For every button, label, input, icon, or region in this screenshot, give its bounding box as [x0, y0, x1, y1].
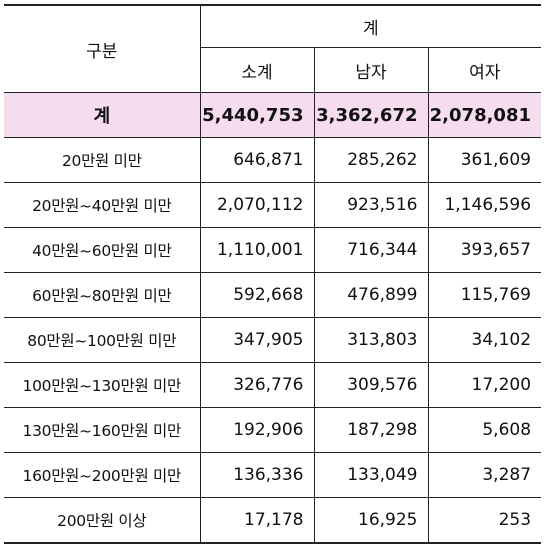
cell-female: 253: [427, 497, 542, 544]
cell-subtotal: 592,668: [199, 272, 315, 318]
table-row: 40만원~60만원 미만 1,110,001 716,344 393,657: [4, 227, 542, 273]
header-row-2: 소계 남자 여자: [4, 47, 542, 93]
group-header: 계: [199, 4, 542, 48]
column-header-male: 남자: [313, 47, 429, 93]
table-row: 20만원~40만원 미만 2,070,112 923,516 1,146,596: [4, 182, 542, 228]
cell-female: 2,078,081: [427, 92, 542, 138]
data-table-container: 구분 계 소계 남자 여자 계 5,440,753 3,362,672 2,07…: [4, 4, 542, 544]
cell-female: 361,609: [427, 137, 542, 183]
table-row: 60만원~80만원 미만 592,668 476,899 115,769: [4, 272, 542, 318]
table-row: 80만원~100만원 미만 347,905 313,803 34,102: [4, 317, 542, 363]
cell-male: 133,049: [313, 452, 429, 498]
cell-female: 3,287: [427, 452, 542, 498]
data-table: 구분 계 소계 남자 여자 계 5,440,753 3,362,672 2,07…: [4, 4, 542, 544]
row-label: 40만원~60만원 미만: [4, 227, 201, 273]
row-label: 130만원~160만원 미만: [4, 407, 201, 453]
header-row-1: 구분 계: [4, 4, 542, 93]
column-header-female: 여자: [427, 47, 542, 93]
cell-subtotal: 192,906: [199, 407, 315, 453]
cell-male: 3,362,672: [313, 92, 429, 138]
cell-female: 5,608: [427, 407, 542, 453]
cell-subtotal: 2,070,112: [199, 182, 315, 228]
row-label: 60만원~80만원 미만: [4, 272, 201, 318]
cell-subtotal: 646,871: [199, 137, 315, 183]
cell-subtotal: 136,336: [199, 452, 315, 498]
row-label: 20만원~40만원 미만: [4, 182, 201, 228]
cell-female: 1,146,596: [427, 182, 542, 228]
cell-subtotal: 1,110,001: [199, 227, 315, 273]
row-label: 200만원 이상: [4, 497, 201, 544]
cell-male: 716,344: [313, 227, 429, 273]
column-header-subtotal: 소계: [200, 47, 315, 93]
table-row: 160만원~200만원 미만 136,336 133,049 3,287: [4, 452, 542, 498]
cell-male: 476,899: [313, 272, 429, 318]
cell-female: 115,769: [427, 272, 542, 318]
cell-male: 285,262: [313, 137, 429, 183]
category-header: 구분: [4, 4, 201, 93]
row-label: 20만원 미만: [4, 137, 201, 183]
cell-male: 923,516: [313, 182, 429, 228]
cell-subtotal: 17,178: [199, 497, 315, 544]
cell-female: 393,657: [427, 227, 542, 273]
table-row: 130만원~160만원 미만 192,906 187,298 5,608: [4, 407, 542, 453]
total-row: 계 5,440,753 3,362,672 2,078,081: [4, 92, 542, 138]
table-row: 20만원 미만 646,871 285,262 361,609: [4, 137, 542, 183]
cell-male: 309,576: [313, 362, 429, 408]
cell-male: 313,803: [313, 317, 429, 363]
cell-subtotal: 347,905: [199, 317, 315, 363]
cell-male: 16,925: [313, 497, 429, 544]
table-row: 200만원 이상 17,178 16,925 253: [4, 497, 542, 544]
row-label: 80만원~100만원 미만: [4, 317, 201, 363]
row-label: 100만원~130만원 미만: [4, 362, 201, 408]
cell-female: 34,102: [427, 317, 542, 363]
row-label: 계: [4, 92, 201, 138]
table-row: 100만원~130만원 미만 326,776 309,576 17,200: [4, 362, 542, 408]
row-label: 160만원~200만원 미만: [4, 452, 201, 498]
cell-male: 187,298: [313, 407, 429, 453]
cell-female: 17,200: [427, 362, 542, 408]
cell-subtotal: 326,776: [199, 362, 315, 408]
cell-subtotal: 5,440,753: [199, 92, 315, 138]
